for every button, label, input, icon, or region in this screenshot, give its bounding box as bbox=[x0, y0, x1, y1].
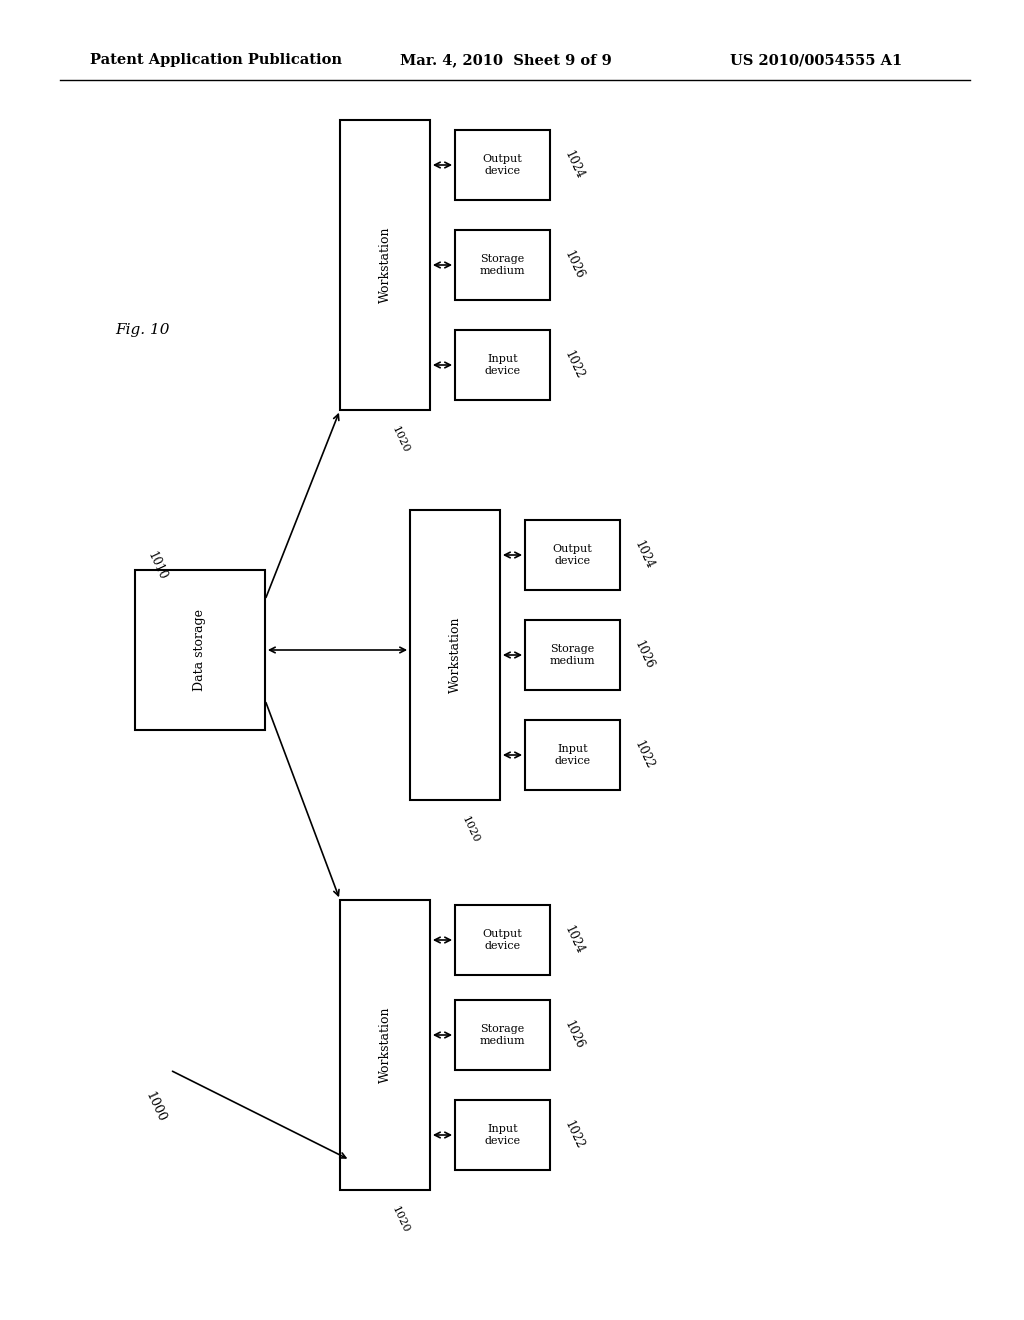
Text: Storage
medium: Storage medium bbox=[550, 644, 595, 665]
Text: Input
device: Input device bbox=[484, 354, 520, 376]
Text: 1022: 1022 bbox=[632, 739, 656, 771]
Text: 1020: 1020 bbox=[390, 1205, 411, 1236]
Text: US 2010/0054555 A1: US 2010/0054555 A1 bbox=[730, 53, 902, 67]
Text: Workstation: Workstation bbox=[379, 1007, 391, 1084]
Text: Patent Application Publication: Patent Application Publication bbox=[90, 53, 342, 67]
Text: 1024: 1024 bbox=[632, 539, 656, 572]
Bar bbox=[135, 570, 265, 730]
Bar bbox=[455, 330, 550, 400]
Text: Data storage: Data storage bbox=[194, 609, 207, 690]
Text: 1024: 1024 bbox=[562, 149, 587, 181]
Text: Input
device: Input device bbox=[484, 1125, 520, 1146]
Bar bbox=[455, 1100, 550, 1170]
Text: Workstation: Workstation bbox=[379, 227, 391, 304]
Text: 1010: 1010 bbox=[145, 550, 169, 582]
Bar bbox=[455, 129, 550, 201]
Text: Storage
medium: Storage medium bbox=[479, 1024, 525, 1045]
Text: 1020: 1020 bbox=[460, 814, 481, 845]
Bar bbox=[455, 906, 550, 975]
Bar bbox=[410, 510, 500, 800]
Text: Input
device: Input device bbox=[554, 744, 591, 766]
Bar bbox=[455, 230, 550, 300]
Bar bbox=[340, 120, 430, 411]
Text: 1022: 1022 bbox=[562, 348, 587, 381]
Text: 1024: 1024 bbox=[562, 924, 587, 956]
Text: 1022: 1022 bbox=[562, 1119, 587, 1151]
Text: Workstation: Workstation bbox=[449, 616, 462, 693]
Text: 1000: 1000 bbox=[142, 1090, 168, 1125]
Text: Output
device: Output device bbox=[553, 544, 592, 566]
Text: Output
device: Output device bbox=[482, 929, 522, 950]
Text: Storage
medium: Storage medium bbox=[479, 255, 525, 276]
Bar bbox=[455, 1001, 550, 1071]
Bar bbox=[525, 520, 620, 590]
Bar bbox=[525, 719, 620, 789]
Text: Output
device: Output device bbox=[482, 154, 522, 176]
Bar bbox=[340, 900, 430, 1191]
Text: Fig. 10: Fig. 10 bbox=[115, 323, 170, 337]
Text: Mar. 4, 2010  Sheet 9 of 9: Mar. 4, 2010 Sheet 9 of 9 bbox=[400, 53, 611, 67]
Text: 1026: 1026 bbox=[562, 1019, 587, 1051]
Bar bbox=[525, 620, 620, 690]
Text: 1026: 1026 bbox=[632, 639, 656, 672]
Text: 1026: 1026 bbox=[562, 248, 587, 281]
Text: 1020: 1020 bbox=[390, 425, 411, 455]
